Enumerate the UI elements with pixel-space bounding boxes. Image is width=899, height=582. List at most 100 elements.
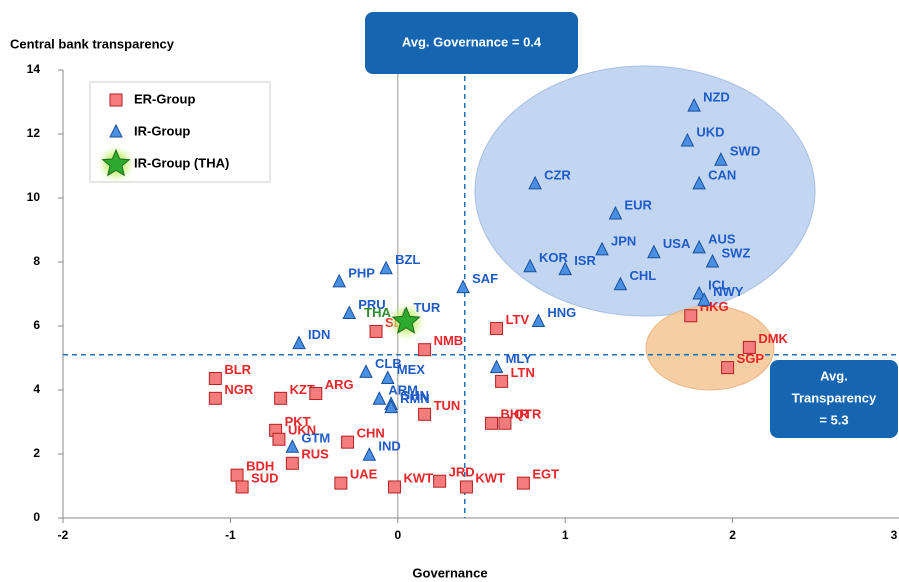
- y-tick-label: 2: [33, 446, 40, 460]
- highlight-ellipse: [645, 305, 775, 391]
- point-label: PHP: [348, 265, 375, 280]
- annotation-text: = 5.3: [819, 412, 848, 427]
- data-point: [490, 322, 504, 336]
- y-tick-label: 8: [33, 254, 40, 268]
- data-point: [697, 292, 711, 306]
- point-label: CHN: [357, 426, 385, 441]
- data-point: [456, 279, 470, 294]
- data-point: [531, 313, 546, 328]
- point-label: NWY: [713, 284, 744, 299]
- data-point: [684, 309, 698, 323]
- y-tick-label: 12: [27, 126, 41, 140]
- point-label: MEX: [397, 362, 426, 377]
- y-axis-title: Central bank transparency: [10, 36, 175, 51]
- point-label: KOR: [539, 250, 569, 265]
- y-tick-label: 10: [27, 190, 41, 204]
- point-label: MLY: [506, 351, 533, 366]
- data-point: [379, 260, 393, 275]
- data-point: [274, 391, 288, 405]
- legend-marker: [109, 93, 123, 107]
- legend-label: IR-Group: [134, 123, 190, 138]
- data-point: [595, 241, 609, 256]
- point-label: QTR: [514, 407, 542, 422]
- data-point: [705, 253, 720, 268]
- legend-marker: [101, 148, 131, 177]
- data-point: [692, 285, 706, 300]
- y-tick-label: 0: [33, 510, 40, 524]
- data-point: [692, 175, 706, 190]
- point-label: BZL: [395, 252, 420, 267]
- y-tick-label: 6: [33, 318, 40, 332]
- point-label: ISR: [574, 253, 596, 268]
- point-label: IDN: [308, 327, 330, 342]
- data-point: [647, 244, 661, 259]
- x-tick-label: -1: [225, 528, 236, 542]
- point-label: TUR: [413, 300, 440, 315]
- annotation-text: Transparency: [792, 390, 877, 405]
- point-label: NGR: [224, 382, 254, 397]
- point-label: SUD: [251, 470, 278, 485]
- x-tick-label: 1: [562, 528, 569, 542]
- data-point: [359, 364, 373, 378]
- highlight-ellipse: [474, 65, 816, 317]
- data-point: [391, 306, 421, 334]
- data-point: [334, 476, 348, 490]
- point-label: JPN: [611, 233, 636, 248]
- point-label: RUS: [301, 447, 329, 462]
- point-label: IND: [378, 439, 400, 454]
- point-label: ARM: [388, 383, 418, 398]
- data-point: [309, 387, 323, 401]
- point-label: HNG: [547, 305, 576, 320]
- point-label: THA: [364, 305, 391, 320]
- data-point: [342, 305, 357, 320]
- data-point: [387, 480, 401, 494]
- data-point: [516, 476, 530, 490]
- point-label: ICL: [708, 277, 729, 292]
- data-point: [418, 343, 432, 357]
- data-point: [742, 340, 756, 354]
- data-point: [362, 447, 377, 461]
- data-point: [495, 374, 509, 388]
- point-label: CHL: [629, 268, 656, 283]
- data-point: [418, 407, 432, 421]
- point-label: CAN: [708, 167, 736, 182]
- point-label: TUN: [434, 398, 461, 413]
- point-label: SWZ: [722, 245, 751, 260]
- point-label: EUR: [624, 197, 652, 212]
- point-label: UKD: [696, 124, 724, 139]
- legend-marker: [109, 123, 123, 138]
- data-point: [608, 205, 623, 220]
- point-label: NZD: [703, 90, 730, 105]
- legend-label: ER-Group: [134, 91, 195, 106]
- data-point: [433, 474, 447, 488]
- data-point: [285, 456, 299, 470]
- point-label: USA: [663, 236, 691, 251]
- x-tick-label: 3: [891, 528, 898, 542]
- point-label: KZT: [290, 382, 315, 397]
- x-tick-label: 2: [729, 528, 736, 542]
- annotation-box: [770, 360, 898, 438]
- point-label: DMK: [758, 331, 788, 346]
- annotation-text: Avg. Governance = 0.4: [402, 34, 542, 49]
- data-point: [498, 416, 512, 430]
- point-label: PKT: [285, 414, 311, 429]
- y-tick-label: 4: [33, 382, 40, 396]
- point-label: LTV: [506, 312, 530, 327]
- data-point: [613, 276, 628, 291]
- x-axis-title: Governance: [412, 565, 487, 580]
- data-point: [485, 416, 499, 430]
- data-point: [714, 152, 728, 166]
- data-point: [558, 261, 573, 276]
- point-label: LTN: [511, 365, 535, 380]
- point-label: AUS: [708, 231, 736, 246]
- point-label: GTM: [301, 431, 330, 446]
- annotation-text: Avg.: [820, 368, 848, 383]
- data-point: [369, 324, 383, 338]
- legend-label: IR-Group (THA): [134, 155, 229, 170]
- data-point: [208, 391, 222, 405]
- data-point: [489, 359, 504, 374]
- x-tick-label: 0: [394, 528, 401, 542]
- point-label: GHN: [400, 388, 429, 403]
- data-point: [528, 175, 542, 190]
- point-label: PRU: [358, 297, 385, 312]
